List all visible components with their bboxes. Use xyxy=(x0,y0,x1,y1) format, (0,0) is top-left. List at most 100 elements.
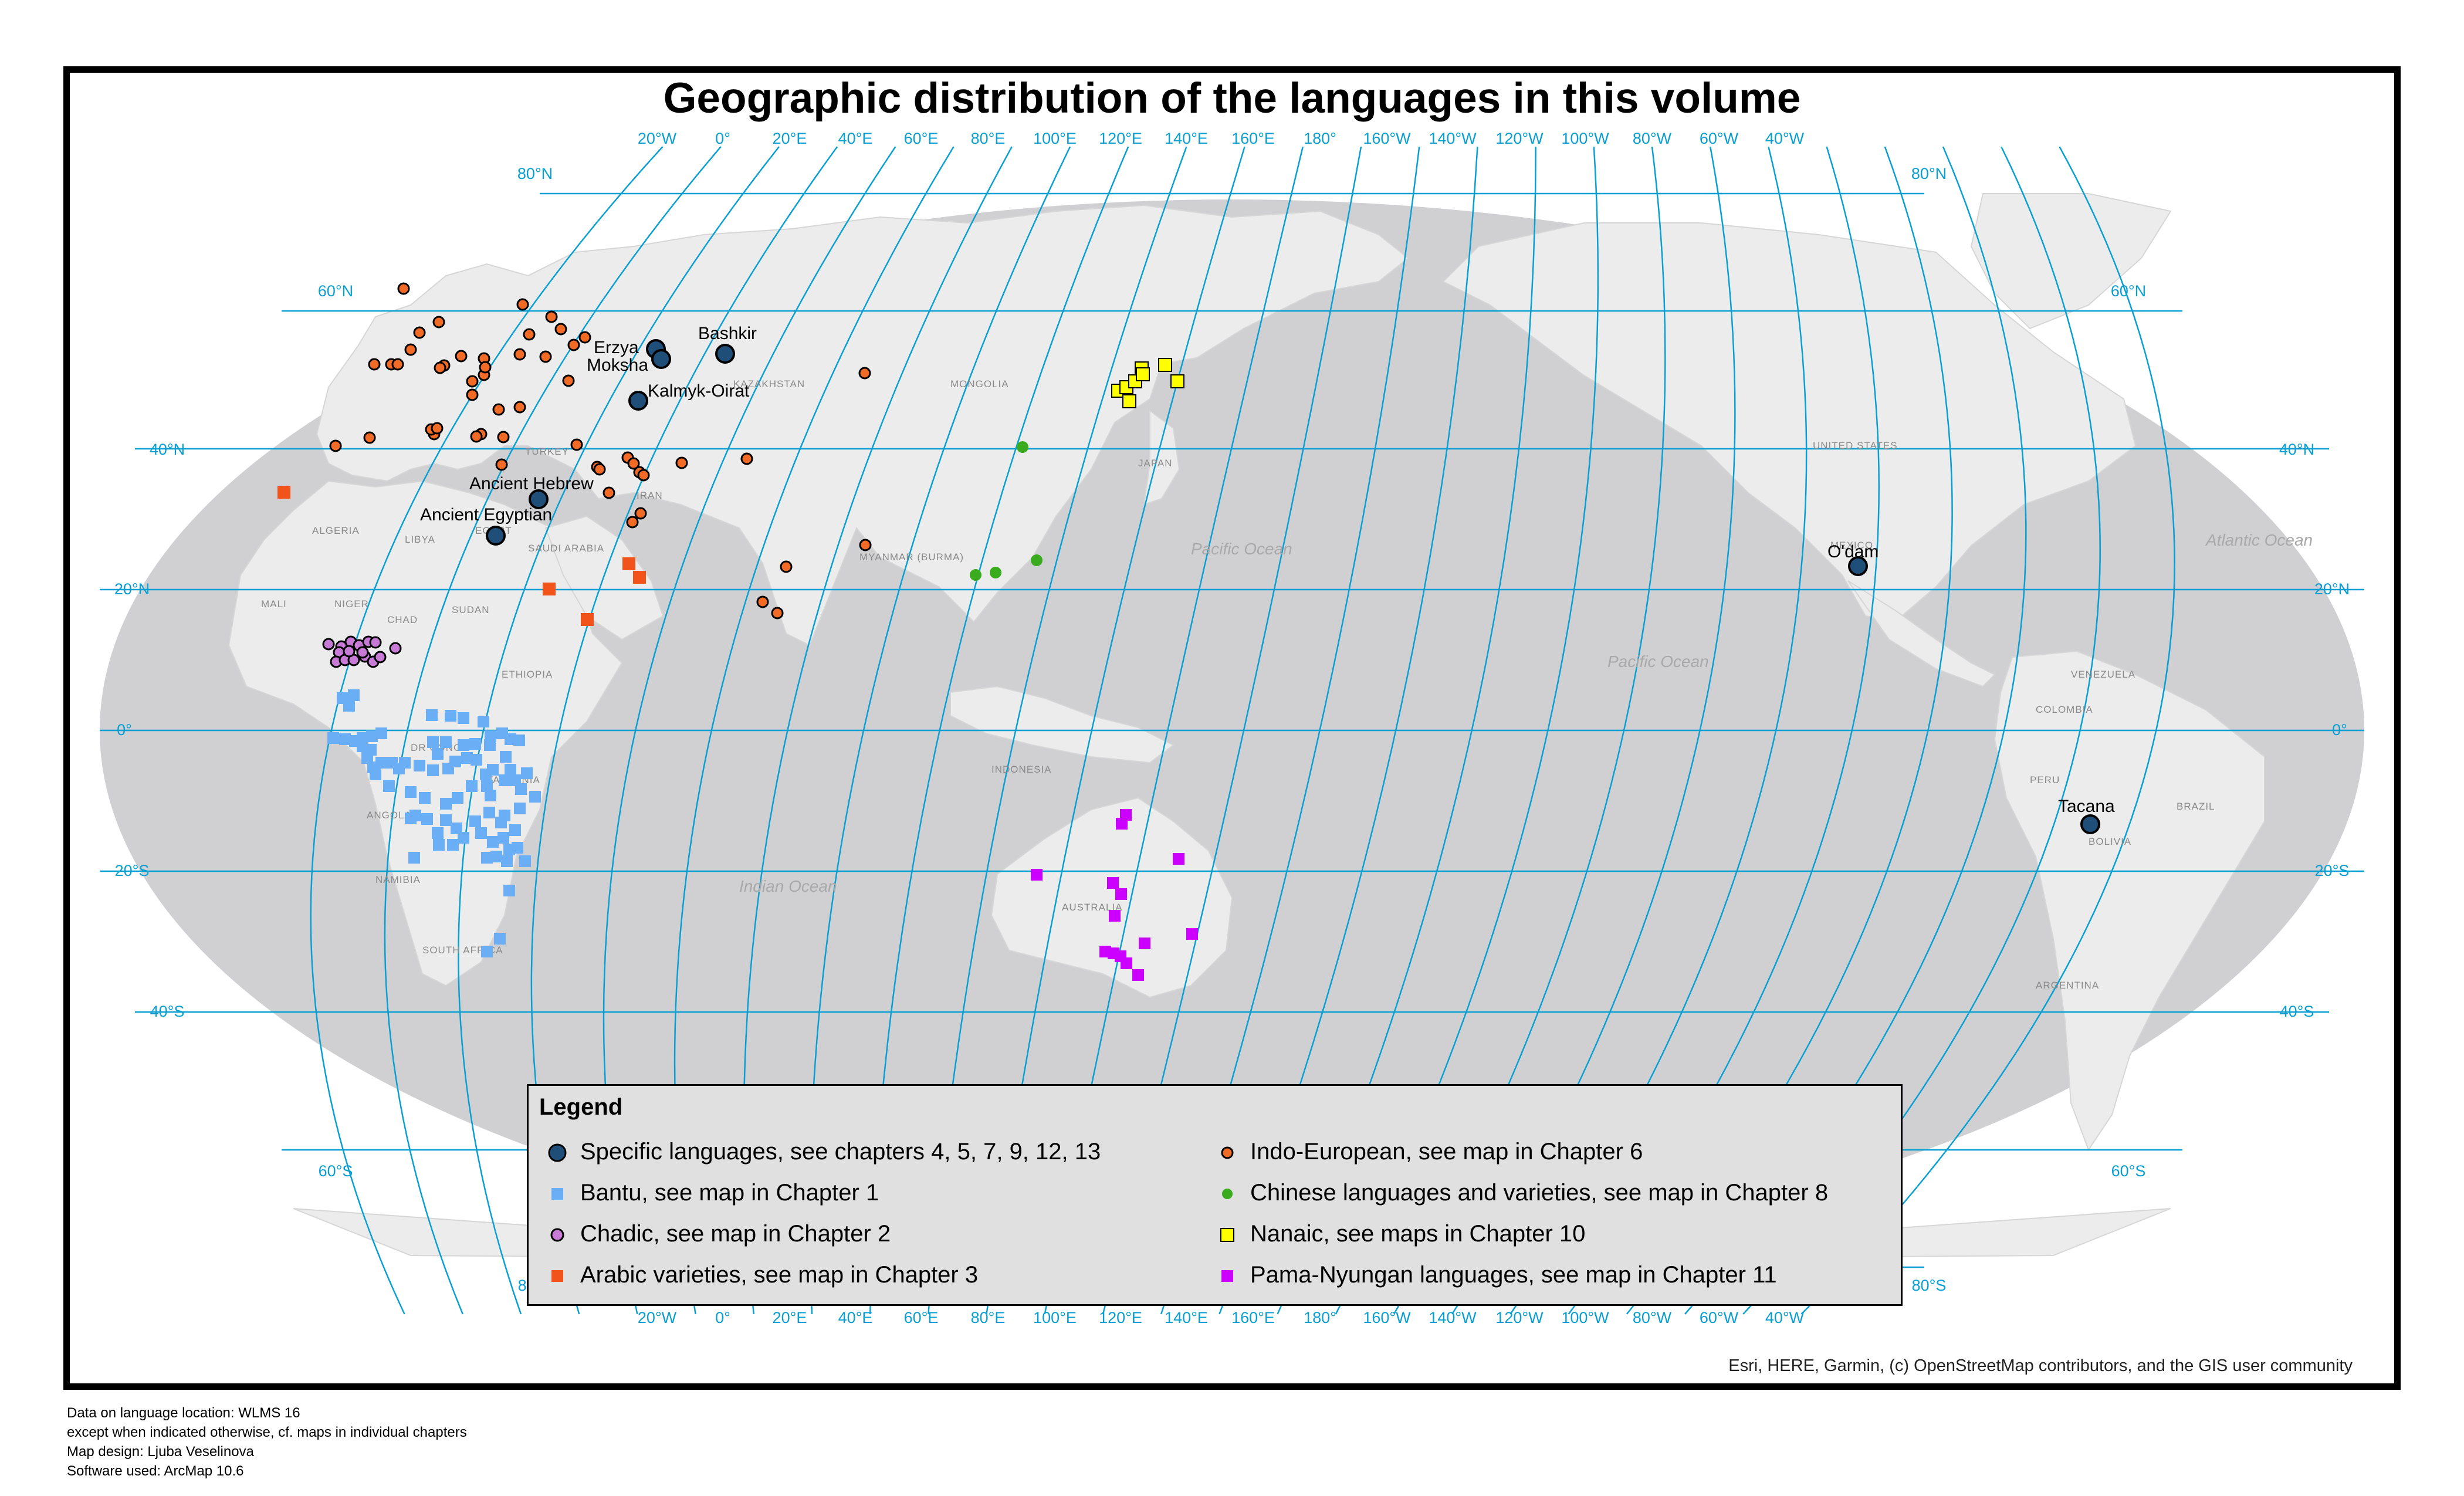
latitude-label-right: 0° xyxy=(2332,721,2347,739)
indo-european-point xyxy=(637,469,650,482)
bantu-point xyxy=(469,815,481,827)
language-label-tacana: Tacana xyxy=(2058,797,2115,816)
bantu-point xyxy=(408,852,420,864)
indo-european-point xyxy=(470,430,483,443)
country-label: AUSTRALIA xyxy=(1062,902,1122,913)
bantu-point xyxy=(505,764,516,776)
bantu-point xyxy=(494,933,506,945)
bantu-point xyxy=(419,792,431,804)
longitude-label: 20°E xyxy=(773,1309,807,1326)
bantu-point xyxy=(327,732,339,744)
country-label: JAPAN xyxy=(1138,458,1173,469)
meridian-line xyxy=(310,146,664,1315)
bantu-point xyxy=(339,733,351,745)
ocean-label: Atlantic Ocean xyxy=(2205,531,2313,549)
latitude-label-left: 60°S xyxy=(319,1162,353,1180)
nanaic-point xyxy=(1136,367,1150,381)
arabic-point xyxy=(543,583,556,595)
ocean-label: Indian Ocean xyxy=(739,877,837,895)
legend-item-indo-european: Indo-European, see map in Chapter 6 xyxy=(1209,1139,1643,1165)
country-label: COLOMBIA xyxy=(2036,704,2093,715)
latitude-label-left: 40°S xyxy=(150,1003,185,1020)
pama-nyungan-point xyxy=(1132,969,1144,981)
bantu-point xyxy=(440,736,452,748)
bantu-point xyxy=(481,946,493,957)
longitude-label: 160°E xyxy=(1231,1309,1275,1326)
longitude-label: 80°W xyxy=(1633,1309,1672,1326)
indo-european-point xyxy=(567,339,580,351)
longitude-label: 180° xyxy=(1304,130,1336,147)
country-label: SAUDI ARABIA xyxy=(528,543,604,554)
bantu-point xyxy=(512,842,523,854)
bantu-point xyxy=(440,814,452,826)
bantu-point xyxy=(433,839,445,851)
legend-item-nanaic: Nanaic, see maps in Chapter 10 xyxy=(1209,1221,1585,1247)
note-line: Software used: ArcMap 10.6 xyxy=(67,1463,244,1479)
country-label: NIGER xyxy=(334,598,369,610)
legend-label: Nanaic, see maps in Chapter 10 xyxy=(1250,1221,1586,1247)
longitude-label: 100°E xyxy=(1033,130,1077,147)
latitude-label-left: 40°N xyxy=(150,441,185,458)
chadic-point xyxy=(369,636,382,649)
indo-european-point xyxy=(497,431,510,444)
specific-language-point xyxy=(2080,814,2100,834)
chadic-point xyxy=(374,651,387,664)
pama-nyungan-point xyxy=(1115,888,1127,900)
country-label: CHAD xyxy=(387,614,418,625)
longitude-label: 60°W xyxy=(1700,1309,1739,1326)
indo-european-point xyxy=(368,358,381,371)
legend-label: Pama-Nyungan languages, see map in Chapt… xyxy=(1250,1262,1777,1288)
bantu-point xyxy=(366,730,378,742)
indo-european-point xyxy=(413,326,426,339)
bantu-point xyxy=(421,813,433,825)
arabic-point xyxy=(633,571,646,584)
longitude-label: 60°W xyxy=(1700,130,1739,147)
country-label: BOLIVIA xyxy=(2089,836,2131,847)
longitude-label: 20°W xyxy=(638,130,677,147)
longitude-label: 140°W xyxy=(1429,130,1477,147)
bantu-point xyxy=(461,752,473,764)
attribution-text: Esri, HERE, Garmin, (c) OpenStreetMap co… xyxy=(1728,1356,2353,1375)
bantu-point xyxy=(481,780,493,792)
pama-nyungan-point xyxy=(1173,853,1184,865)
bantu-point xyxy=(485,790,496,801)
legend: Legend Specific languages, see chapters … xyxy=(527,1084,1903,1306)
pama-nyungan-point xyxy=(1186,928,1198,940)
chinese-point xyxy=(1031,554,1043,566)
country-label: IRAN xyxy=(637,490,663,501)
longitude-label: 40°E xyxy=(838,130,873,147)
bantu-point xyxy=(499,774,510,786)
basemap-labels: Pacific Ocean Pacific Ocean Indian Ocean… xyxy=(261,378,2313,991)
bantu-point xyxy=(427,736,439,748)
arabic-point xyxy=(622,557,635,570)
latitude-label-right: 80°N xyxy=(1911,165,1947,182)
indo-european-point xyxy=(391,358,404,371)
pama-nyungan-point xyxy=(1107,877,1119,889)
country-label: PERU xyxy=(2030,774,2060,786)
indo-european-point xyxy=(432,316,445,329)
bantu-point xyxy=(343,700,355,712)
indo-european-point xyxy=(570,438,583,451)
bantu-point xyxy=(509,824,521,836)
pama-nyungan-point xyxy=(1121,957,1132,969)
language-label-ancient-hebrew: Ancient Hebrew xyxy=(469,474,594,493)
latitude-label-right: 60°S xyxy=(2111,1162,2146,1180)
meridian-line xyxy=(458,146,780,1315)
longitude-label: 80°E xyxy=(971,130,1006,147)
chinese-point xyxy=(1017,441,1028,453)
indo-european-point xyxy=(578,331,591,344)
bantu-point xyxy=(515,783,527,795)
latitude-label-right: 40°S xyxy=(2280,1003,2314,1020)
green-circle-icon xyxy=(1209,1182,1250,1205)
indo-european-point xyxy=(626,516,639,529)
bantu-point xyxy=(447,839,459,851)
bantu-point xyxy=(500,751,512,763)
greenland-landmass xyxy=(1970,193,2172,330)
bantu-point xyxy=(478,716,489,727)
bantu-point xyxy=(487,764,499,776)
bantu-point xyxy=(427,764,439,776)
specific-language-point xyxy=(529,489,549,509)
bantu-point xyxy=(405,786,417,798)
latitude-label-right: 20°N xyxy=(2314,580,2350,598)
latitude-label-left: 20°N xyxy=(114,580,150,598)
